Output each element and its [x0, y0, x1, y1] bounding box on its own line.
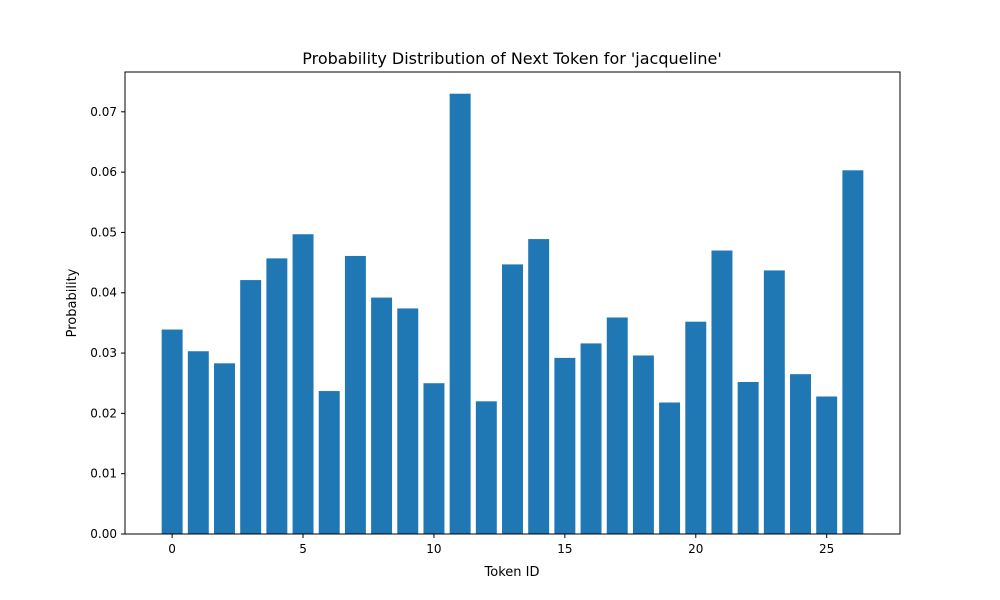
x-tick-label: 20	[688, 542, 703, 556]
bar-token-16	[580, 343, 602, 534]
y-tick-label: 0.00	[90, 527, 117, 541]
bar-token-10	[423, 383, 445, 534]
bar-token-23	[763, 270, 785, 534]
y-axis-label: Probability	[65, 268, 80, 337]
bar-token-0	[161, 329, 183, 534]
bar-token-21	[711, 250, 733, 535]
bar-token-6	[318, 391, 340, 534]
bar-token-20	[685, 321, 707, 534]
y-axis-ticks: 0.00 0.01 0.02 0.03 0.04 0.05 0.06 0.07	[90, 105, 125, 541]
bars-group	[161, 93, 864, 535]
bar-token-11	[449, 93, 471, 534]
bar-token-24	[790, 374, 811, 534]
y-tick-label: 0.06	[90, 165, 117, 179]
plot-frame	[124, 71, 901, 535]
y-tick-label: 0.05	[90, 225, 117, 239]
x-tick-label: 5	[299, 542, 307, 556]
bar-token-17	[606, 317, 628, 534]
bar-token-1	[187, 351, 209, 534]
bar-token-2	[214, 363, 235, 534]
x-axis-ticks: 0 5 10 15 20 25	[168, 534, 834, 556]
x-tick-label: 15	[557, 542, 572, 556]
bar-token-26	[842, 170, 864, 534]
x-tick-label: 10	[426, 542, 441, 556]
bar-token-8	[371, 297, 393, 534]
x-axis-label: Token ID	[484, 565, 540, 580]
bar-token-19	[659, 402, 681, 534]
bar-token-7	[344, 255, 366, 534]
bar-token-22	[737, 382, 759, 534]
y-tick-label: 0.01	[90, 467, 117, 481]
x-tick-label: 0	[168, 542, 176, 556]
chart-title: Probability Distribution of Next Token f…	[302, 49, 722, 68]
bar-token-14	[528, 239, 550, 535]
bar-token-4	[266, 258, 288, 534]
bar-token-9	[397, 308, 419, 534]
bar-token-15	[554, 357, 576, 534]
bar-token-3	[240, 280, 262, 534]
y-tick-label: 0.02	[90, 406, 117, 420]
x-tick-label: 25	[819, 542, 834, 556]
y-tick-label: 0.04	[90, 286, 117, 300]
y-tick-label: 0.07	[90, 105, 117, 119]
bar-token-25	[816, 396, 838, 534]
bar-token-12	[475, 401, 497, 534]
bar-token-5	[292, 234, 314, 535]
y-tick-label: 0.03	[90, 346, 117, 360]
bar-token-13	[502, 264, 523, 534]
bar-token-18	[632, 355, 654, 534]
